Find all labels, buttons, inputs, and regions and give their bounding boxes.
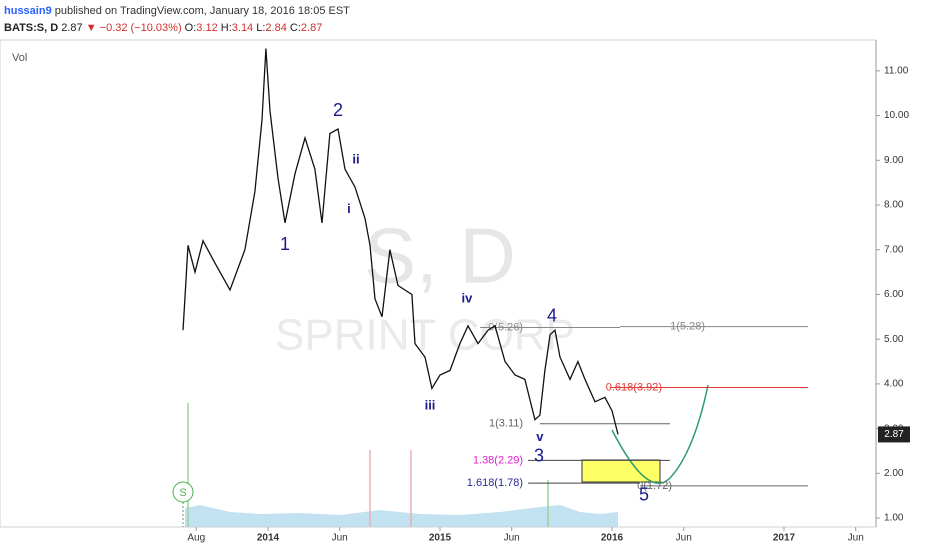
x-tick-label: Jun [848, 533, 864, 544]
header-part: C: [287, 22, 301, 34]
header-part: 2.87 [301, 22, 322, 34]
price-line [182, 48, 619, 435]
y-tick-label: 6.00 [884, 289, 904, 300]
fib-label: 1(5.28) [670, 321, 705, 333]
header-line-1: hussain9 published on TradingView.com, J… [4, 5, 350, 17]
y-tick-label: 1.00 [884, 513, 904, 524]
last-price-tag [878, 426, 910, 443]
wave-label: 1 [280, 234, 290, 254]
wave-label: iv [462, 290, 474, 305]
y-tick-label: 10.00 [884, 110, 909, 121]
y-tick-label: 8.00 [884, 200, 904, 211]
fib-label: 0.618(3.92) [606, 381, 662, 393]
fib-label: 1.38(2.29) [473, 454, 523, 466]
wave-label: 2 [333, 100, 343, 120]
volume-label: Vol [12, 52, 27, 64]
header-part: L: [253, 22, 265, 34]
fib-label: 1.618(1.78) [467, 477, 523, 489]
y-tick-label: 4.00 [884, 379, 904, 390]
wave-label: iii [425, 398, 436, 413]
y-tick-label: 7.00 [884, 244, 904, 255]
header-part: H: [218, 22, 232, 34]
wave-label: 4 [547, 306, 557, 326]
header-part: ▼ −0.32 (−10.03%) [86, 22, 182, 34]
fib-label: 1(3.11) [489, 418, 523, 430]
projection-curve [611, 384, 709, 484]
header-part: 3.14 [232, 22, 253, 34]
wave-label: ii [352, 152, 359, 167]
event-icon-text: S [179, 487, 186, 499]
x-tick-label: Aug [187, 533, 205, 544]
plot-area [0, 39, 877, 528]
target-box [581, 459, 661, 483]
wave-label: 5 [639, 484, 649, 504]
header-part: BATS:S, D [4, 22, 61, 34]
y-tick-label: 5.00 [884, 334, 904, 345]
header-part: 3.12 [196, 22, 217, 34]
header-part: hussain9 [4, 5, 52, 17]
fib-label: 0(1.72) [637, 480, 672, 492]
x-tick-label: 2014 [257, 533, 280, 544]
wave-label: i [347, 201, 351, 216]
header-part: O: [182, 22, 197, 34]
header-part: published on TradingView.com, January 18… [52, 5, 350, 17]
last-price-label: 2.87 [884, 429, 904, 440]
wave-label: 3 [534, 446, 544, 466]
volume-area [185, 505, 618, 527]
header-part: 2.84 [265, 22, 286, 34]
y-tick-label: 2.00 [884, 468, 904, 479]
x-tick-label: 2016 [601, 533, 624, 544]
header-part: 2.87 [61, 22, 85, 34]
y-tick-label: 11.00 [884, 65, 909, 76]
header-line-2: BATS:S, D 2.87 ▼ −0.32 (−10.03%) O:3.12 … [4, 22, 322, 34]
header-text: hussain9 published on TradingView.com, J… [4, 5, 350, 17]
y-tick-label: 9.00 [884, 155, 904, 166]
x-tick-label: Jun [676, 533, 692, 544]
x-tick-label: 2017 [773, 533, 796, 544]
x-tick-label: Jun [504, 533, 520, 544]
wave-label: v [536, 429, 544, 444]
x-tick-label: Jun [332, 533, 348, 544]
header-text: BATS:S, D 2.87 ▼ −0.32 (−10.03%) O:3.12 … [4, 22, 322, 34]
x-tick-label: 2015 [429, 533, 452, 544]
watermark-name: SPRINT CORP [275, 311, 575, 360]
watermark: S, D [364, 212, 516, 300]
